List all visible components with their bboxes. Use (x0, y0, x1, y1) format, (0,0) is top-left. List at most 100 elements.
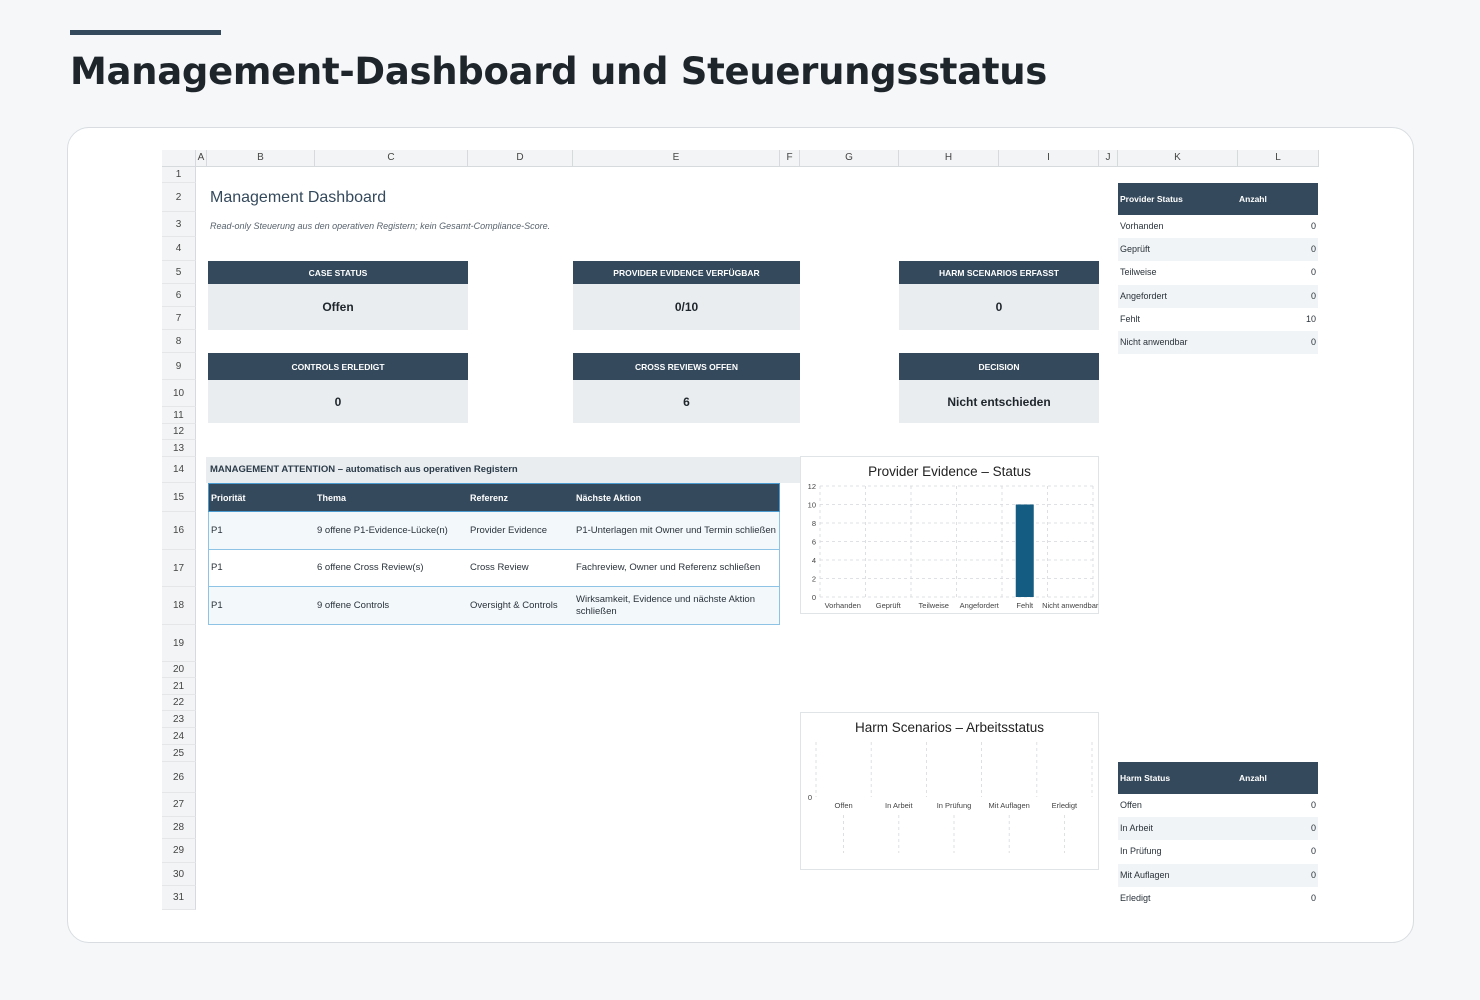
row-header-9[interactable]: 9 (162, 353, 196, 380)
x-tick-label: Teilweise (919, 601, 949, 610)
column-header-f[interactable]: F (780, 150, 800, 167)
row-header-15[interactable]: 15 (162, 483, 196, 512)
table-row[interactable]: Fehlt 10 (1118, 308, 1318, 331)
status-label: Teilweise (1120, 267, 1157, 278)
provider-count-header-label[interactable]: Anzahl (1239, 194, 1267, 204)
status-count: 0 (1310, 823, 1316, 834)
attention-cell-next-action: Wirksamkeit, Evidence und nächste Aktion… (576, 593, 756, 617)
x-tick-label: Erledigt (1052, 801, 1078, 810)
column-header-e[interactable]: E (573, 150, 780, 167)
table-row[interactable]: Nicht anwendbar 0 (1118, 331, 1318, 354)
table-row[interactable]: Angefordert 0 (1118, 284, 1318, 308)
column-header-b[interactable]: B (207, 150, 315, 167)
row-header-12[interactable]: 12 (162, 424, 196, 440)
table-row[interactable]: Erledigt 0 (1118, 887, 1318, 910)
kpi-harm-scenarios-value[interactable]: 0 (899, 284, 1099, 330)
attention-cell-reference: Oversight & Controls (470, 599, 558, 611)
column-header-c[interactable]: C (315, 150, 468, 167)
row-header-25[interactable]: 25 (162, 745, 196, 762)
harm-count-header-label[interactable]: Anzahl (1239, 773, 1267, 783)
status-count: 0 (1310, 846, 1316, 857)
harm-scenarios-chart-svg: 0 Offen In Arbeit In Prüfung Mit Auflagen Erl… (808, 742, 1093, 853)
column-header-d[interactable]: D (468, 150, 573, 167)
kpi-decision-value[interactable]: Nicht entschieden (899, 380, 1099, 423)
row-header-8[interactable]: 8 (162, 330, 196, 353)
row-header-22[interactable]: 22 (162, 695, 196, 711)
attention-header-next-action[interactable]: Nächste Aktion (576, 493, 642, 503)
table-row[interactable]: In Prüfung 0 (1118, 840, 1318, 863)
row-header-7[interactable]: 7 (162, 307, 196, 330)
provider-evidence-chart[interactable]: Provider Evidence – Status 0 2 4 6 8 10 12 Vorh… (800, 456, 1099, 614)
row-header-31[interactable]: 31 (162, 886, 196, 910)
row-header-16[interactable]: 16 (162, 512, 196, 550)
table-row[interactable]: Offen 0 (1118, 794, 1318, 817)
table-row[interactable]: P1 9 offene Controls Oversight & Control… (208, 587, 780, 625)
row-header-3[interactable]: 3 (162, 212, 196, 237)
row-header-11[interactable]: 11 (162, 407, 196, 424)
attention-header-topic[interactable]: Thema (317, 493, 347, 503)
harm-scenarios-chart[interactable]: Harm Scenarios – Arbeitsstatus 0 Offen In … (800, 712, 1099, 870)
table-row[interactable]: P1 9 offene P1-Evidence-Lücke(n) Provide… (208, 512, 780, 550)
y-tick-label: 10 (808, 501, 816, 510)
row-header-2[interactable]: 2 (162, 183, 196, 212)
column-header-i[interactable]: I (999, 150, 1099, 167)
row-header-14[interactable]: 14 (162, 457, 196, 483)
attention-cell-topic: 9 offene P1-Evidence-Lücke(n) (317, 524, 448, 536)
row-header-19[interactable]: 19 (162, 625, 196, 662)
attention-header-priority[interactable]: Priorität (211, 493, 246, 503)
kpi-case-status-label: CASE STATUS (208, 261, 468, 284)
row-header-28[interactable]: 28 (162, 817, 196, 839)
table-row[interactable]: Mit Auflagen 0 (1118, 863, 1318, 887)
page-title: Management-Dashboard und Steuerungsstatu… (70, 50, 1048, 93)
bar-fehlt[interactable] (1015, 504, 1034, 598)
row-header-18[interactable]: 18 (162, 587, 196, 625)
row-header-30[interactable]: 30 (162, 863, 196, 886)
table-row[interactable]: P1 6 offene Cross Review(s) Cross Review… (208, 550, 780, 587)
row-header-10[interactable]: 10 (162, 380, 196, 407)
row-header-1[interactable]: 1 (162, 167, 196, 183)
column-header-a[interactable]: A (196, 150, 207, 167)
column-header-g[interactable]: G (800, 150, 899, 167)
row-header-6[interactable]: 6 (162, 284, 196, 307)
table-row[interactable]: In Arbeit 0 (1118, 817, 1318, 841)
row-header-13[interactable]: 13 (162, 440, 196, 457)
provider-status-header-label[interactable]: Provider Status (1120, 194, 1183, 204)
y-tick-label: 2 (812, 575, 816, 584)
kpi-case-status-value[interactable]: Offen (208, 284, 468, 330)
table-row[interactable]: Vorhanden 0 (1118, 215, 1318, 238)
attention-cell-priority: P1 (211, 599, 223, 611)
column-header-j[interactable]: J (1099, 150, 1118, 167)
status-label: Nicht anwendbar (1120, 337, 1188, 347)
row-header-5[interactable]: 5 (162, 261, 196, 284)
kpi-cross-reviews-value[interactable]: 6 (573, 380, 800, 423)
row-header-4[interactable]: 4 (162, 237, 196, 261)
attention-cell-topic: 9 offene Controls (317, 599, 390, 611)
row-header-26[interactable]: 26 (162, 762, 196, 793)
y-tick-label: 6 (812, 538, 816, 547)
row-header-29[interactable]: 29 (162, 839, 196, 863)
attention-header-reference[interactable]: Referenz (470, 493, 509, 503)
kpi-controls-value[interactable]: 0 (208, 380, 468, 423)
table-row[interactable]: Geprüft 0 (1118, 238, 1318, 262)
row-header-17[interactable]: 17 (162, 550, 196, 587)
row-header-24[interactable]: 24 (162, 728, 196, 745)
status-count: 0 (1310, 221, 1316, 231)
column-header-k[interactable]: K (1118, 150, 1238, 167)
x-tick-label: Angefordert (960, 601, 1000, 610)
row-header-27[interactable]: 27 (162, 793, 196, 817)
attention-header-row: Priorität Thema Referenz Nächste Aktion (208, 483, 780, 512)
dashboard-subtitle: Read-only Steuerung aus den operativen R… (210, 221, 551, 231)
status-count: 0 (1310, 267, 1316, 278)
row-header-23[interactable]: 23 (162, 711, 196, 728)
attention-title: MANAGEMENT ATTENTION – automatisch aus o… (206, 457, 800, 483)
x-tick-label: Mit Auflagen (989, 801, 1030, 810)
select-all-corner[interactable] (162, 150, 196, 167)
harm-status-header-label[interactable]: Harm Status (1120, 773, 1171, 783)
column-header-l[interactable]: L (1238, 150, 1319, 167)
kpi-provider-evidence-value[interactable]: 0/10 (573, 284, 800, 330)
status-label: Mit Auflagen (1120, 869, 1170, 880)
row-header-20[interactable]: 20 (162, 662, 196, 678)
column-header-h[interactable]: H (899, 150, 999, 167)
table-row[interactable]: Teilweise 0 (1118, 261, 1318, 284)
row-header-21[interactable]: 21 (162, 678, 196, 695)
